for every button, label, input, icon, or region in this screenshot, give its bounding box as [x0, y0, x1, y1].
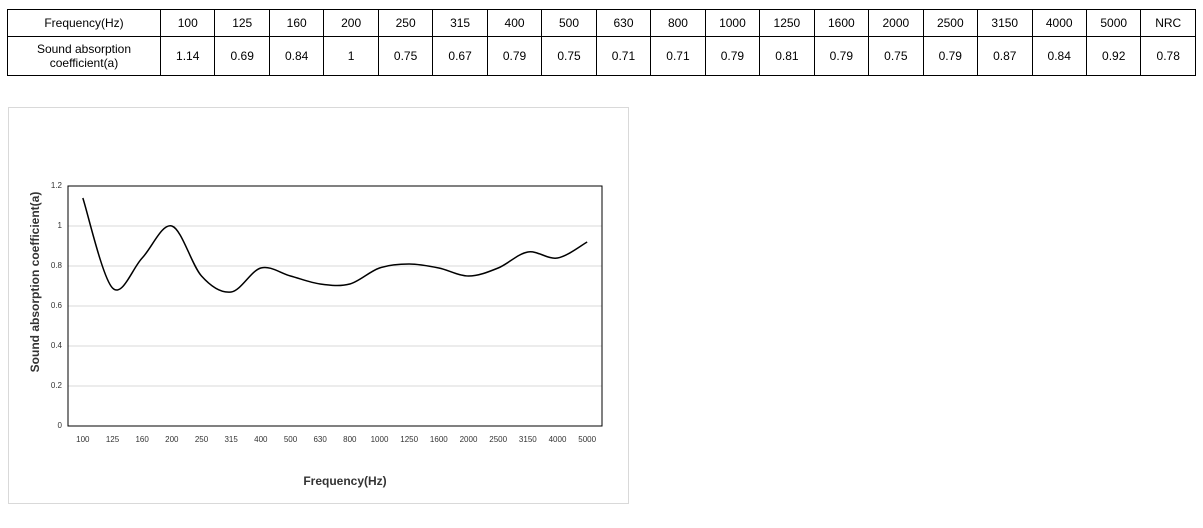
- table-cell: 0.84: [1031, 36, 1087, 76]
- header-row: Frequency(Hz) 100 125 160 200 250 315 400 500 630…: [7, 9, 1196, 37]
- data-row: Sound absorption coefficient(a) 1.14 0.69 0…: [7, 36, 1196, 76]
- table-cell: 2000: [868, 9, 924, 37]
- table-cell: 0.67: [432, 36, 488, 76]
- x-tick-label: 1000: [371, 435, 389, 444]
- x-tick-label: 5000: [578, 435, 596, 444]
- table-cell: 100: [159, 9, 216, 37]
- x-tick-label: 200: [165, 435, 179, 444]
- table-cell: 1000: [704, 9, 761, 37]
- y-tick-label: 0.8: [51, 261, 63, 270]
- x-tick-label: 3150: [519, 435, 537, 444]
- table-cell: 3150: [977, 9, 1033, 37]
- table-cell: 0.81: [759, 36, 815, 76]
- table-cell: 2500: [922, 9, 979, 37]
- table-cell: 0.71: [650, 36, 706, 76]
- data-line: [82, 197, 588, 293]
- x-tick-label: 2500: [489, 435, 507, 444]
- x-tick-label: 400: [254, 435, 268, 444]
- table-cell: Frequency(Hz): [7, 9, 161, 37]
- chart-frame: [8, 107, 629, 504]
- table-cell: 160: [268, 9, 325, 37]
- x-tick-label: 4000: [549, 435, 567, 444]
- table-cell: 0.79: [486, 36, 543, 76]
- y-tick-label: 0.2: [51, 381, 63, 390]
- table-cell: 0.71: [595, 36, 652, 76]
- x-tick-label: 2000: [460, 435, 478, 444]
- table-cell: 0.92: [1085, 36, 1142, 76]
- table-cell: 1: [323, 36, 379, 76]
- x-tick-label: 160: [135, 435, 149, 444]
- table-cell: 0.78: [1140, 36, 1196, 76]
- y-axis-title: Sound absorption coefficient(a): [28, 192, 42, 373]
- x-tick-label: 100: [76, 435, 90, 444]
- table-cell: 0.75: [377, 36, 434, 76]
- y-tick-label: 1.2: [51, 181, 63, 190]
- table-cell: 0.69: [214, 36, 270, 76]
- x-axis-title: Frequency(Hz): [303, 474, 386, 488]
- table-cell: 500: [541, 9, 597, 37]
- table-cell: 630: [595, 9, 652, 37]
- x-tick-label: 500: [284, 435, 298, 444]
- table-cell: 0.75: [541, 36, 597, 76]
- y-tick-label: 1: [58, 221, 63, 230]
- y-tick-label: 0.6: [51, 301, 63, 310]
- table-cell: NRC: [1140, 9, 1196, 37]
- x-tick-label: 125: [106, 435, 120, 444]
- x-tick-label: 1600: [430, 435, 448, 444]
- x-tick-label: 630: [313, 435, 327, 444]
- table-cell: 0.84: [268, 36, 325, 76]
- x-tick-label: 1250: [400, 435, 418, 444]
- table-cell: 315: [432, 9, 488, 37]
- data-table: Frequency(Hz) 100 125 160 200 250 315 400 500 630…: [7, 9, 1196, 76]
- table-cell: Sound absorption coefficient(a): [7, 36, 161, 76]
- y-tick-label: 0: [58, 421, 63, 430]
- plot-frame: [67, 185, 603, 427]
- table-cell: 400: [486, 9, 543, 37]
- table-cell: 1600: [813, 9, 870, 37]
- y-tick-label: 0.4: [51, 341, 63, 350]
- x-tick-label: 315: [224, 435, 238, 444]
- x-tick-label: 250: [195, 435, 209, 444]
- x-tick-label: 800: [343, 435, 357, 444]
- table-cell: 0.79: [704, 36, 761, 76]
- table-cell: 0.79: [922, 36, 979, 76]
- table-cell: 1.14: [159, 36, 216, 76]
